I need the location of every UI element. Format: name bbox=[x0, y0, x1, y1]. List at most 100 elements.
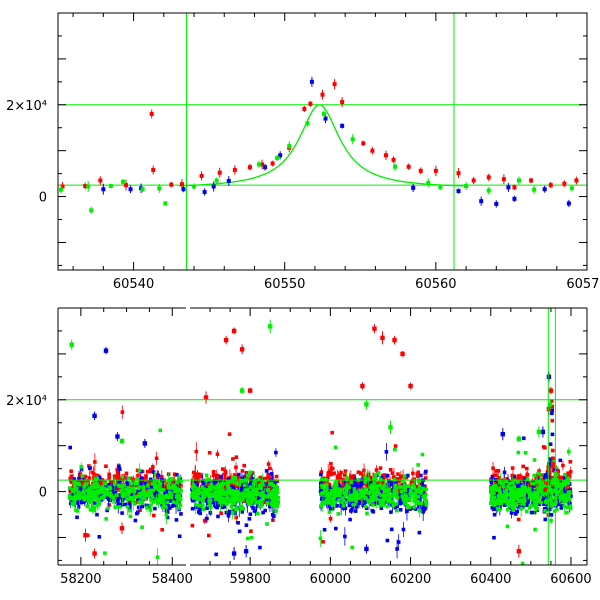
bottom-cluster-point bbox=[213, 497, 218, 501]
bottom-cluster-point bbox=[136, 488, 140, 493]
bottom-cluster-point bbox=[513, 512, 518, 516]
bottom-outburst-point bbox=[550, 418, 555, 423]
bottom-cluster-point bbox=[395, 547, 399, 551]
bottom-cluster-point bbox=[560, 493, 565, 497]
bottom-cluster-point bbox=[141, 489, 145, 494]
bottom-cluster-point bbox=[391, 493, 396, 498]
bottom-cluster-point bbox=[366, 477, 371, 481]
bottom-cluster-point bbox=[72, 477, 76, 481]
top-point-0-1 bbox=[83, 184, 88, 189]
bottom-cluster-point bbox=[96, 484, 100, 489]
bottom-xtick-label-4: 60200 bbox=[390, 572, 431, 587]
bottom-cluster-point bbox=[559, 486, 563, 491]
bottom-cluster-point bbox=[95, 491, 100, 495]
bottom-cluster-point bbox=[403, 487, 407, 491]
bottom-cluster-point bbox=[260, 486, 265, 491]
bottom-cluster-point bbox=[260, 490, 264, 495]
bottom-cluster-point bbox=[125, 497, 129, 501]
bottom-cluster-point bbox=[252, 491, 256, 496]
top-point-0-21 bbox=[370, 148, 375, 153]
bottom-cluster-point bbox=[144, 476, 148, 480]
bottom-cluster-point bbox=[94, 495, 98, 499]
bottom-cluster-point bbox=[77, 476, 81, 481]
bottom-cluster-point bbox=[338, 491, 342, 495]
bottom-cluster-point bbox=[413, 498, 418, 502]
top-point-0-12 bbox=[260, 162, 265, 167]
bottom-cluster-point bbox=[85, 504, 90, 509]
bottom-highlight-point-0-10 bbox=[380, 335, 385, 341]
bottom-cluster-point bbox=[351, 503, 356, 507]
bottom-cluster-point bbox=[270, 490, 275, 494]
bottom-cluster-point bbox=[266, 482, 270, 487]
bottom-cluster-point bbox=[274, 474, 279, 479]
bottom-cluster-point bbox=[254, 488, 259, 492]
bottom-cluster-point bbox=[129, 482, 133, 486]
bottom-cluster-point bbox=[393, 444, 398, 448]
bottom-cluster-point bbox=[336, 498, 341, 503]
bottom-cluster-point bbox=[150, 495, 155, 499]
bottom-cluster-point bbox=[174, 518, 179, 522]
bottom-cluster-point bbox=[146, 479, 150, 484]
bottom-cluster-point bbox=[319, 470, 324, 474]
bottom-cluster-point bbox=[566, 471, 570, 475]
bottom-cluster-point bbox=[243, 488, 248, 492]
bottom-cluster-point bbox=[387, 480, 392, 484]
bottom-cluster-point bbox=[567, 502, 572, 506]
bottom-cluster-point bbox=[220, 505, 225, 510]
bottom-cluster-point bbox=[260, 502, 264, 507]
bottom-cluster-point bbox=[207, 486, 212, 490]
bottom-cluster-point bbox=[524, 466, 529, 471]
bottom-cluster-point bbox=[389, 501, 393, 506]
bottom-cluster-point bbox=[423, 497, 427, 501]
bottom-cluster-point bbox=[354, 505, 359, 509]
bottom-cluster-point bbox=[257, 480, 262, 485]
bottom-cluster-point bbox=[537, 502, 541, 507]
bottom-cluster-point bbox=[228, 480, 232, 484]
bottom-cluster-point bbox=[496, 498, 500, 502]
bottom-cluster-point bbox=[266, 473, 270, 477]
bottom-cluster-point bbox=[492, 507, 497, 512]
bottom-cluster-point bbox=[133, 483, 138, 488]
bottom-cluster-point bbox=[193, 502, 198, 507]
bottom-cluster-point bbox=[408, 507, 412, 511]
bottom-cluster-point bbox=[116, 502, 121, 507]
bottom-cluster-point bbox=[230, 511, 235, 515]
bottom-cluster-point bbox=[563, 499, 568, 504]
bottom-highlight-point-1-0 bbox=[92, 413, 97, 419]
bottom-cluster-point bbox=[148, 491, 152, 496]
bottom-cluster-point bbox=[320, 495, 325, 499]
bottom-cluster-point bbox=[372, 496, 376, 500]
bottom-cluster-point bbox=[120, 475, 125, 479]
bottom-cluster-point bbox=[209, 482, 214, 487]
bottom-cluster-point bbox=[385, 473, 390, 478]
bottom-cluster-point bbox=[370, 508, 375, 513]
bottom-cluster-point bbox=[263, 508, 267, 513]
bottom-cluster-point bbox=[328, 506, 333, 511]
bottom-cluster-point bbox=[338, 488, 343, 493]
bottom-cluster-point bbox=[421, 509, 425, 514]
bottom-cluster-point bbox=[344, 479, 348, 484]
bottom-cluster-point bbox=[319, 504, 324, 508]
bottom-cluster-point bbox=[160, 527, 164, 532]
bottom-cluster-point bbox=[154, 456, 159, 461]
bottom-cluster-point bbox=[420, 452, 425, 457]
bottom-cluster-point bbox=[529, 510, 534, 515]
bottom-highlight-point-2-4 bbox=[364, 402, 369, 407]
bottom-cluster-point bbox=[156, 487, 161, 492]
bottom-cluster-point bbox=[195, 477, 200, 482]
bottom-cluster-point bbox=[535, 506, 540, 511]
bottom-cluster-point bbox=[197, 503, 201, 508]
bottom-cluster-point bbox=[327, 501, 331, 505]
bottom-cluster-point bbox=[260, 480, 265, 484]
bottom-cluster-point bbox=[86, 479, 90, 483]
bottom-cluster-point bbox=[141, 492, 145, 497]
bottom-cluster-point bbox=[132, 488, 137, 493]
bottom-cluster-point bbox=[149, 469, 153, 474]
bottom-cluster-point bbox=[388, 482, 393, 486]
bottom-cluster-point bbox=[82, 477, 87, 481]
bottom-cluster-point bbox=[161, 488, 166, 492]
bottom-cluster-point bbox=[322, 527, 327, 532]
bottom-cluster-point bbox=[193, 493, 197, 497]
bottom-cluster-point bbox=[521, 504, 526, 509]
bottom-cluster-point bbox=[245, 536, 250, 541]
